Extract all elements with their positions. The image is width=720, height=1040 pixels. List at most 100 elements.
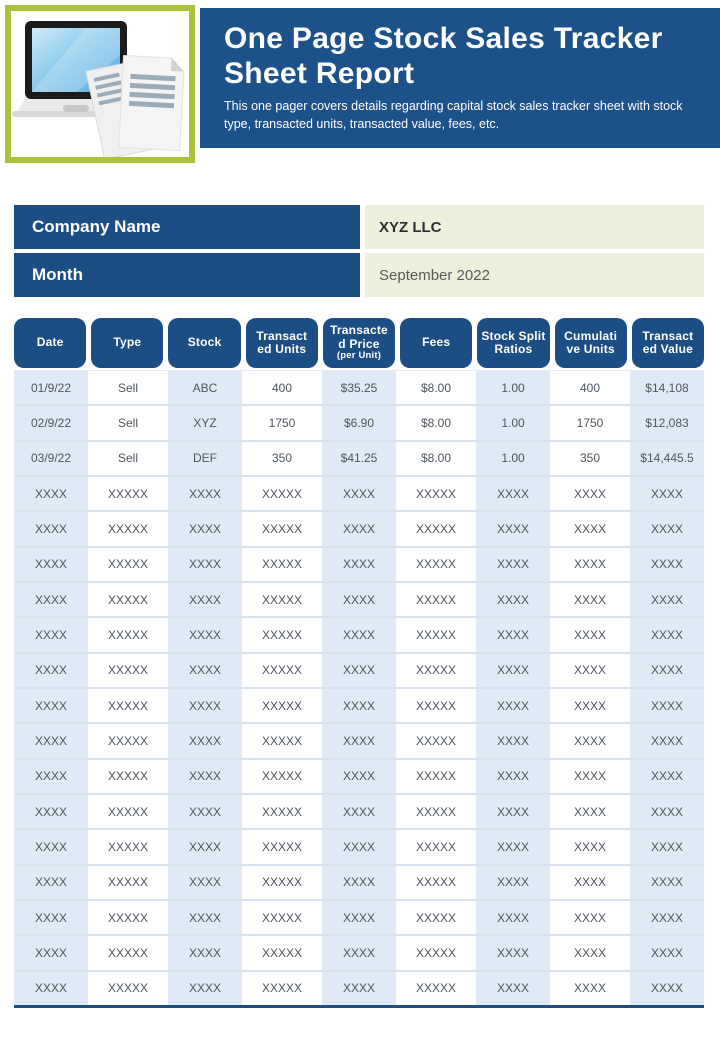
table-cell: XXXX [14, 653, 88, 687]
table-row: XXXX XXXXX XXXX XXXXX XXXX XXXXX XXXX XXXX XXXX [14, 757, 704, 793]
info-section: Company Name XYZ LLC Month September 202… [14, 205, 704, 301]
table-cell: XXXXX [242, 865, 319, 899]
table-cell: XXXX [473, 688, 550, 723]
table-cell: XXXX [550, 900, 627, 935]
table-cell: XXXX [165, 759, 242, 793]
table-cell: XXXX [165, 865, 242, 899]
table-cell: 01/9/22 [14, 371, 88, 405]
table-cell: $14,445.5 [627, 441, 704, 475]
table-cell: $6.90 [319, 406, 396, 440]
table-cell: XXXXX [88, 724, 165, 758]
table-cell: 03/9/22 [14, 441, 88, 475]
table-cell: XXXX [627, 653, 704, 687]
table-cell: XXXXX [88, 476, 165, 511]
table-cell: XXXXX [242, 512, 319, 546]
table-cell: 350 [242, 441, 319, 475]
table-cell: XXXXX [396, 865, 473, 899]
table-cell: XXXX [165, 900, 242, 935]
table-cell: XXXXX [396, 653, 473, 687]
table-cell: $14,108 [627, 371, 704, 405]
table-cell: XXXXX [88, 830, 165, 864]
table-row: 03/9/22 Sell DEF 350 $41.25 $8.00 1.00 350 $14,4… [14, 439, 704, 475]
table-cell: XXXX [319, 759, 396, 793]
table-cell: XXXXX [396, 582, 473, 617]
table-cell: XXXX [319, 794, 396, 829]
table-cell: XXXX [550, 724, 627, 758]
table-cell: XXXXX [396, 476, 473, 511]
table-cell: XXXX [550, 476, 627, 511]
table-cell: XXXXX [396, 724, 473, 758]
table-cell: XXXX [165, 547, 242, 581]
table-cell: XXXX [165, 724, 242, 758]
table-cell: 1750 [242, 406, 319, 440]
table-cell: XXXX [627, 759, 704, 793]
table-cell: XXXX [319, 936, 396, 970]
documents-icon [85, 54, 185, 161]
column-header-stock-split-ratios: Stock Split Ratios [477, 318, 550, 368]
table-cell: XXXX [14, 830, 88, 864]
table-cell: XXXX [165, 512, 242, 546]
table-cell: XXXX [473, 865, 550, 899]
table-cell: XXXX [550, 971, 627, 1005]
table-cell: XXXX [319, 830, 396, 864]
table-cell: XXXXX [88, 547, 165, 581]
table-cell: XXXXX [242, 582, 319, 617]
table-row: 01/9/22 Sell ABC 400 $35.25 $8.00 1.00 400 $14,1… [14, 371, 704, 405]
table-cell: $8.00 [396, 371, 473, 405]
table-cell: $41.25 [319, 441, 396, 475]
table-cell: XXXX [165, 618, 242, 652]
month-label: Month [14, 253, 360, 297]
table-cell: XXXXX [88, 688, 165, 723]
table-row: XXXX XXXXX XXXX XXXXX XXXX XXXXX XXXX XXXX XXXX [14, 474, 704, 511]
table-cell: XXXX [550, 936, 627, 970]
table-cell: XXXXX [242, 794, 319, 829]
table-cell: XYZ [165, 406, 242, 440]
table-cell: 1.00 [473, 441, 550, 475]
page-title: One Page Stock Sales Tracker Sheet Repor… [224, 22, 663, 91]
table-cell: XXXXX [242, 900, 319, 935]
table-cell: XXXX [14, 936, 88, 970]
table-cell: XXXXX [396, 512, 473, 546]
table-row: XXXX XXXXX XXXX XXXXX XXXX XXXXX XXXX XXXX XXXX [14, 686, 704, 723]
table-cell: XXXXX [88, 582, 165, 617]
table-cell: XXXX [550, 653, 627, 687]
table-cell: XXXX [319, 688, 396, 723]
table-cell: XXXX [627, 900, 704, 935]
column-header-transacted-value: Transact ed Value [631, 318, 704, 368]
table-cell: XXXXX [242, 653, 319, 687]
table-cell: XXXX [165, 830, 242, 864]
table-cell: XXXX [473, 476, 550, 511]
table-cell: XXXX [627, 830, 704, 864]
month-row: Month September 2022 [14, 253, 704, 297]
table-cell: XXXX [627, 476, 704, 511]
column-header-transacted-units: Transact ed Units [245, 318, 318, 368]
table-cell: XXXXX [242, 830, 319, 864]
table-cell: XXXX [319, 547, 396, 581]
table-cell: XXXX [14, 512, 88, 546]
table-cell: 400 [242, 371, 319, 405]
table-cell: 02/9/22 [14, 406, 88, 440]
table-cell: XXXX [473, 971, 550, 1005]
column-header-type: Type [91, 318, 164, 368]
table-cell: XXXX [627, 936, 704, 970]
table-cell: XXXXX [242, 759, 319, 793]
table-cell: XXXX [165, 688, 242, 723]
table-cell: XXXXX [396, 830, 473, 864]
table-cell: XXXX [319, 724, 396, 758]
table-row: XXXX XXXXX XXXX XXXXX XXXX XXXXX XXXX XXXX XXXX [14, 722, 704, 758]
table-cell: XXXX [165, 971, 242, 1005]
table-cell: XXXXX [396, 547, 473, 581]
stock-sales-table: Date Type Stock Transact ed Units Transacte d … [14, 318, 704, 1008]
table-cell: XXXX [550, 830, 627, 864]
divider [360, 253, 365, 297]
table-cell: XXXX [627, 582, 704, 617]
table-cell: XXXXX [396, 971, 473, 1005]
table-cell: XXXX [319, 900, 396, 935]
table-cell: XXXX [473, 724, 550, 758]
table-cell: XXXX [14, 865, 88, 899]
table-cell: XXXX [550, 759, 627, 793]
month-value: September 2022 [365, 253, 704, 297]
table-cell: 400 [550, 371, 627, 405]
table-cell: XXXX [319, 653, 396, 687]
table-cell: ABC [165, 371, 242, 405]
